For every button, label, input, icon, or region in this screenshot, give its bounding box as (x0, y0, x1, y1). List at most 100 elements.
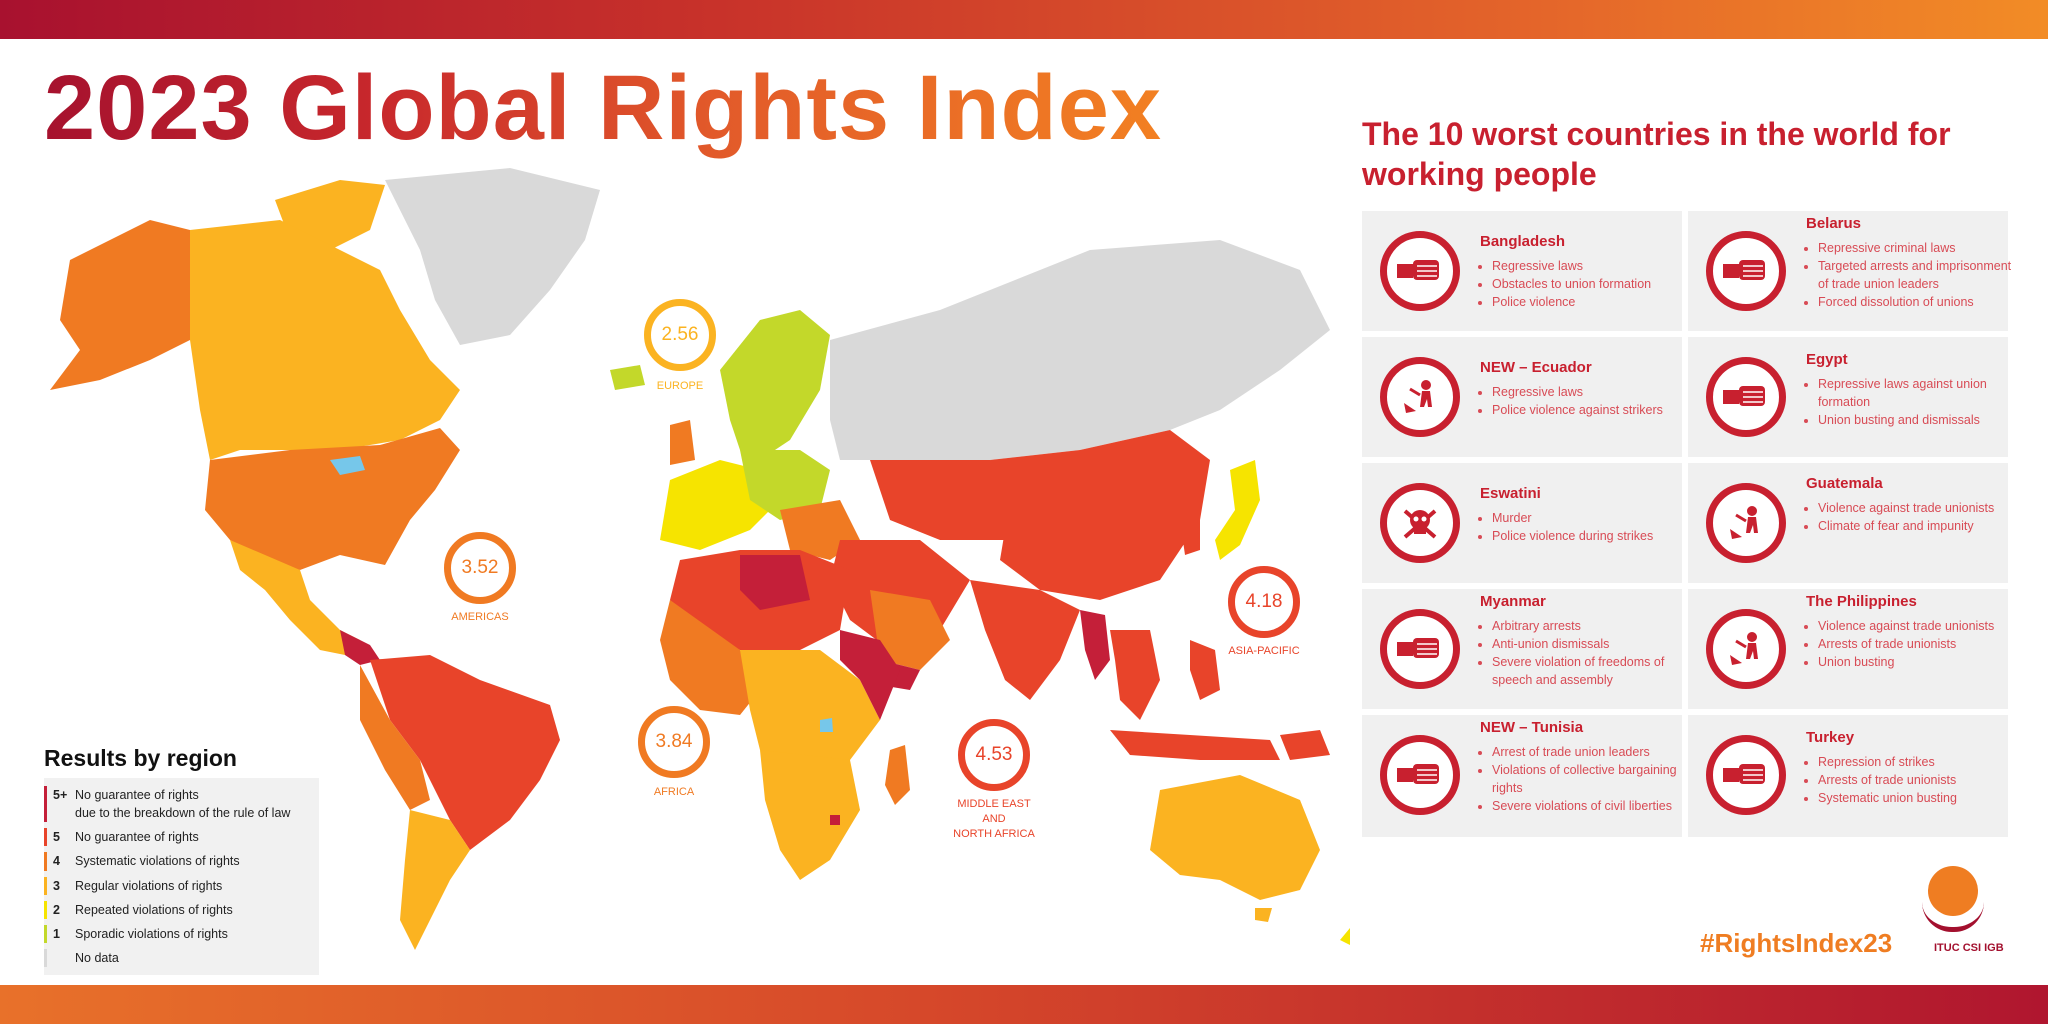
fist-icon (1380, 609, 1460, 689)
country-card-bangladesh: Bangladesh Regressive laws Obstacles to … (1362, 211, 1682, 331)
ituc-logo-text: ITUC CSI IGB (1934, 942, 2004, 954)
country-card-myanmar: Myanmar Arbitrary arrests Anti-union dis… (1362, 589, 1682, 709)
world-map (50, 168, 1350, 950)
region-label-mena-line3: NORTH AFRICA (953, 827, 1035, 840)
violations-list: Arrest of trade union leaders Violations… (1480, 743, 1687, 816)
legend-item: No data (44, 948, 313, 967)
violation-item: Regressive laws (1492, 383, 1687, 401)
country-card-egypt: Egypt Repressive laws against union form… (1688, 337, 2008, 457)
violation-item: Violence against trade unionists (1818, 617, 2013, 635)
region-label-mena-line2: AND (982, 812, 1006, 825)
violations-list: Repressive criminal laws Targeted arrest… (1806, 239, 2013, 312)
country-name: Eswatini (1480, 485, 1541, 502)
legend-label-line2: due to the breakdown of the rule of law (75, 806, 291, 821)
legend-label: No data (75, 950, 119, 965)
hashtag: #RightsIndex23 (1700, 928, 1893, 958)
violation-item: Violations of collective bargaining righ… (1492, 761, 1687, 797)
fist-icon (1706, 231, 1786, 311)
legend-num: 5 (53, 830, 60, 845)
map-region-india (970, 580, 1080, 700)
map-region-papua (1280, 730, 1330, 760)
country-name: Myanmar (1480, 593, 1546, 610)
map-region-usa (205, 428, 460, 570)
country-card-ecuador: NEW – Ecuador Regressive laws Police vio… (1362, 337, 1682, 457)
map-region-brazil (370, 655, 560, 850)
violations-list: Repression of strikes Arrests of trade u… (1806, 753, 2013, 807)
country-name: Egypt (1806, 351, 1848, 368)
legend-num: 5+ (53, 788, 68, 802)
violation-item: Repression of strikes (1818, 753, 2013, 771)
country-name: Guatemala (1806, 475, 1883, 492)
top-color-band (0, 0, 2048, 39)
fist-icon (1706, 357, 1786, 437)
map-region-new-zealand (1340, 928, 1350, 945)
region-label-africa: AFRICA (653, 786, 695, 798)
police-violence-icon (1380, 357, 1460, 437)
map-region-west-africa (660, 600, 760, 715)
country-name: Turkey (1806, 729, 1855, 746)
country-name: The Philippines (1806, 593, 1917, 610)
map-region-myanmar (1080, 610, 1110, 680)
map-region-mexico (230, 540, 360, 655)
map-region-alaska (50, 220, 205, 390)
skull-icon (1380, 483, 1460, 563)
legend-label: Systematic violations of rights (75, 854, 240, 869)
violation-item: Police violence during strikes (1492, 527, 1687, 545)
map-region-australia (1150, 775, 1320, 900)
violation-item: Arrest of trade union leaders (1492, 743, 1687, 761)
region-score-mena: 4.53 (958, 719, 1030, 791)
legend-swatch (44, 852, 47, 871)
legend-num: 3 (53, 878, 60, 893)
legend-label: Repeated violations of rights (75, 902, 233, 917)
legend: Results by region 5+ No guarantee of rig… (44, 745, 319, 975)
map-lakes-north-america (330, 456, 365, 475)
region-label-asia-pacific: ASIA-PACIFIC (1228, 645, 1300, 657)
map-region-arabia (870, 590, 950, 670)
map-region-madagascar (885, 745, 910, 805)
map-region-central-asia (870, 460, 1030, 540)
map-region-japan (1215, 460, 1260, 560)
legend-label: No guarantee of rights (75, 830, 199, 845)
violation-item: Regressive laws (1492, 257, 1687, 275)
worst-countries-title: The 10 worst countries in the world for … (1362, 116, 1951, 192)
legend-title: Results by region (44, 745, 237, 771)
map-region-southern-africa (760, 750, 860, 880)
legend-swatch (44, 786, 47, 823)
country-name: Belarus (1806, 215, 1862, 232)
violations-list: Violence against trade unionists Climate… (1806, 499, 2013, 535)
violation-item: Repressive laws against union formation (1818, 375, 2013, 411)
violation-item: Severe violations of civil liberties (1492, 797, 1687, 815)
map-region-iceland (610, 365, 645, 390)
violation-item: Systematic union busting (1818, 789, 2013, 807)
country-card-belarus: Belarus Repressive criminal laws Targete… (1688, 211, 2011, 331)
legend-label: No guarantee of rights due to the breakd… (75, 786, 290, 822)
map-region-canada (190, 220, 460, 460)
map-region-tasmania (1255, 908, 1272, 922)
violation-item: Arrests of trade unionists (1818, 635, 2013, 653)
legend-label: Sporadic violations of rights (75, 926, 228, 941)
legend-item: 2 Repeated violations of rights (44, 900, 313, 919)
violation-item: Union busting and dismissals (1818, 411, 2013, 429)
map-region-southern-cone (400, 810, 470, 950)
ituc-logo-arc (1922, 902, 1984, 932)
legend-swatch (44, 828, 47, 847)
map-region-libya (740, 555, 810, 610)
violation-item: Murder (1492, 509, 1687, 527)
country-card-tunisia: NEW – Tunisia Arrest of trade union lead… (1362, 715, 1682, 837)
legend-box: 5+ No guarantee of rights due to the bre… (44, 778, 319, 975)
fist-icon (1706, 735, 1786, 815)
legend-num: 2 (53, 902, 60, 917)
country-name: NEW – Ecuador (1480, 359, 1592, 376)
legend-item: 1 Sporadic violations of rights (44, 924, 313, 943)
violation-item: Severe violation of freedoms of speech a… (1492, 653, 1687, 689)
violations-list: Murder Police violence during strikes (1480, 509, 1687, 545)
violation-item: Arrests of trade unionists (1818, 771, 2013, 789)
country-card-eswatini: Eswatini Murder Police violence during s… (1362, 463, 1682, 583)
map-region-philippines (1190, 640, 1220, 700)
violation-item: Obstacles to union formation (1492, 275, 1687, 293)
map-region-greenland (385, 168, 600, 345)
map-region-horn-of-africa (840, 630, 900, 720)
legend-label-line1: No guarantee of rights (75, 788, 199, 802)
violation-item: Union busting (1818, 653, 2013, 671)
legend-num: 1 (53, 926, 60, 941)
